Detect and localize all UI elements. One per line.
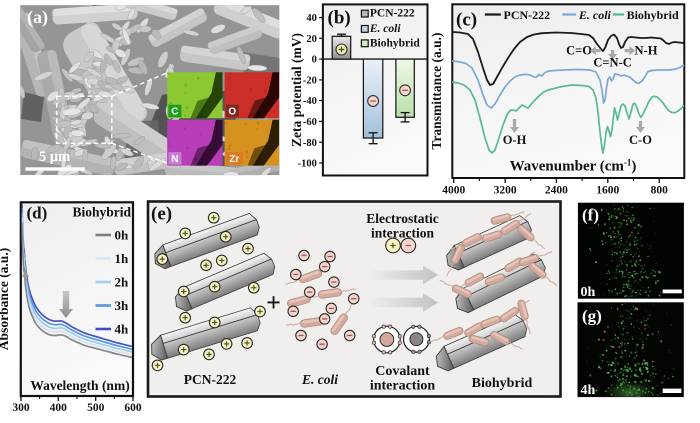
svg-text:PCN-222: PCN-222 [370, 8, 415, 20]
svg-text:interaction: interaction [370, 379, 436, 394]
svg-text:(c): (c) [456, 10, 477, 31]
svg-text:C=O: C=O [566, 44, 592, 58]
svg-text:Biohybrid: Biohybrid [370, 37, 420, 49]
svg-text:C: C [171, 107, 178, 118]
svg-text:Transmittance (a.u.): Transmittance (a.u.) [429, 32, 444, 149]
svg-text:E. coli: E. coli [578, 8, 612, 22]
svg-text:(e): (e) [151, 204, 172, 225]
svg-text:Zeta potential (mV): Zeta potential (mV) [289, 33, 304, 147]
svg-text:+: + [266, 288, 281, 317]
svg-text:(g): (g) [582, 307, 602, 326]
svg-text:0: 0 [312, 55, 317, 66]
svg-text:E. coli: E. coli [301, 372, 338, 387]
svg-text:Biohybrid: Biohybrid [472, 376, 533, 391]
svg-text:-20: -20 [303, 76, 317, 87]
svg-text:3200: 3200 [494, 185, 517, 197]
svg-text:Biohybrid: Biohybrid [72, 205, 131, 220]
svg-text:Electrostatic: Electrostatic [366, 211, 438, 226]
svg-text:Zr: Zr [229, 154, 239, 165]
svg-text:0h: 0h [581, 285, 596, 300]
svg-text:O-H: O-H [503, 133, 527, 147]
svg-text:5 μm: 5 μm [39, 149, 70, 165]
svg-text:800: 800 [651, 185, 669, 197]
svg-text:PCN-222: PCN-222 [504, 8, 551, 22]
svg-text:C-O: C-O [629, 133, 652, 147]
svg-text:Absorbance (a.u.): Absorbance (a.u.) [0, 248, 11, 350]
svg-text:-100: -100 [298, 159, 317, 170]
svg-text:Wavenumber (cm-1): Wavenumber (cm-1) [510, 158, 637, 175]
svg-text:PCN-222: PCN-222 [184, 372, 237, 387]
svg-text:300: 300 [12, 402, 30, 414]
svg-text:1600: 1600 [596, 185, 619, 197]
svg-text:O: O [228, 107, 236, 118]
svg-text:(a): (a) [27, 7, 48, 28]
svg-text:(f): (f) [582, 206, 599, 225]
svg-text:4h: 4h [581, 383, 596, 398]
svg-text:Covalant: Covalant [375, 364, 430, 379]
svg-text:interaction: interaction [371, 226, 434, 241]
svg-text:20: 20 [306, 34, 317, 45]
svg-text:1h: 1h [115, 251, 130, 266]
svg-text:-80: -80 [303, 138, 317, 149]
svg-text:0h: 0h [115, 228, 130, 243]
svg-text:2h: 2h [115, 275, 130, 290]
svg-text:-40: -40 [303, 96, 317, 107]
svg-text:N-H: N-H [635, 44, 658, 58]
svg-text:500: 500 [87, 402, 105, 414]
svg-text:600: 600 [124, 402, 142, 414]
svg-text:4h: 4h [115, 322, 130, 337]
svg-text:C=N-C: C=N-C [593, 55, 631, 69]
svg-text:(b): (b) [328, 8, 351, 29]
svg-text:40: 40 [306, 13, 317, 24]
svg-text:E. coli: E. coli [369, 23, 401, 35]
svg-text:3h: 3h [115, 298, 130, 313]
svg-text:4000: 4000 [442, 185, 465, 197]
svg-text:N: N [171, 154, 178, 165]
svg-text:(d): (d) [27, 204, 48, 223]
svg-text:2400: 2400 [545, 185, 568, 197]
svg-text:Biohybrid: Biohybrid [627, 8, 679, 22]
svg-text:400: 400 [50, 402, 68, 414]
svg-text:-60: -60 [303, 117, 317, 128]
svg-text:Wavelength (nm): Wavelength (nm) [30, 378, 129, 393]
